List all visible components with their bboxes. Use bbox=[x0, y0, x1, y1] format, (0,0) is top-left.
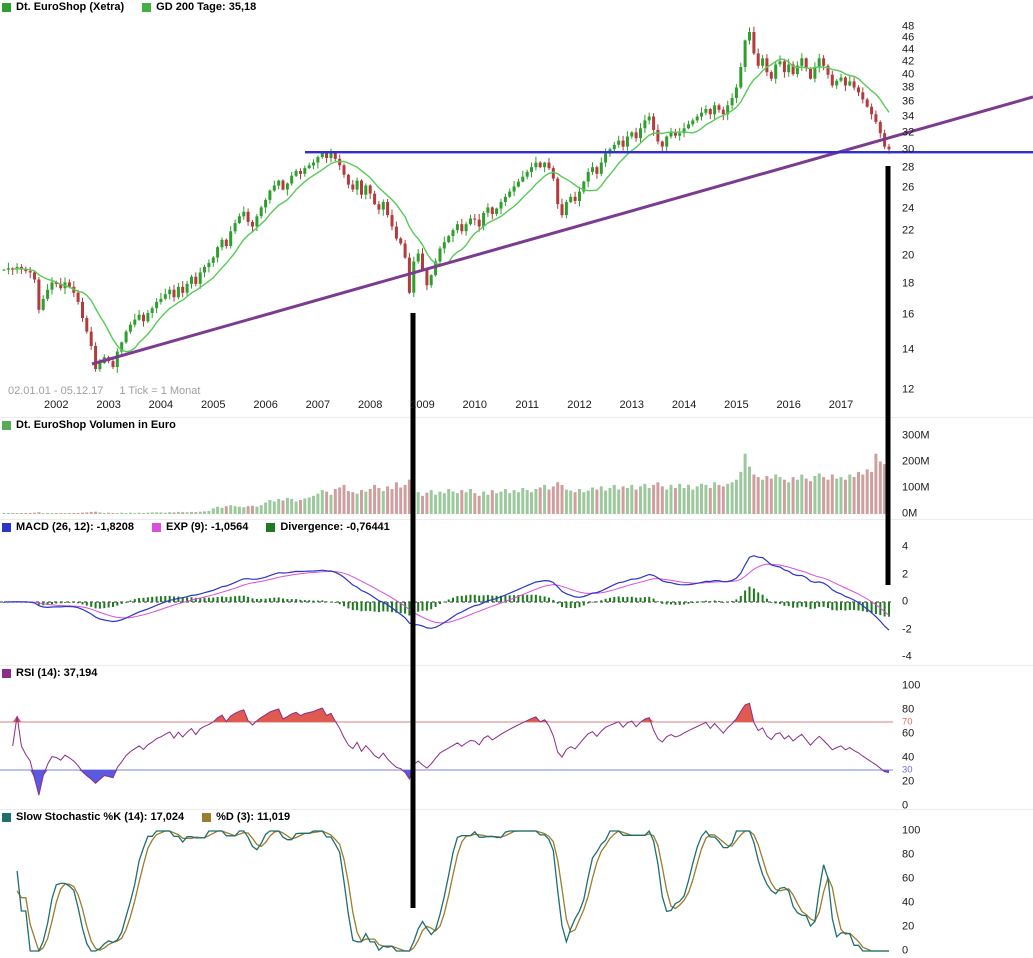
stoch-layer bbox=[16, 829, 889, 953]
rsi-layer bbox=[0, 702, 893, 796]
ma-line bbox=[12, 58, 890, 353]
volume-bars-layer bbox=[2, 453, 891, 514]
candlestick-layer bbox=[2, 26, 891, 373]
macd-layer bbox=[0, 555, 893, 631]
panel-separators bbox=[0, 417, 1033, 810]
annotation-layer bbox=[91, 95, 1033, 908]
